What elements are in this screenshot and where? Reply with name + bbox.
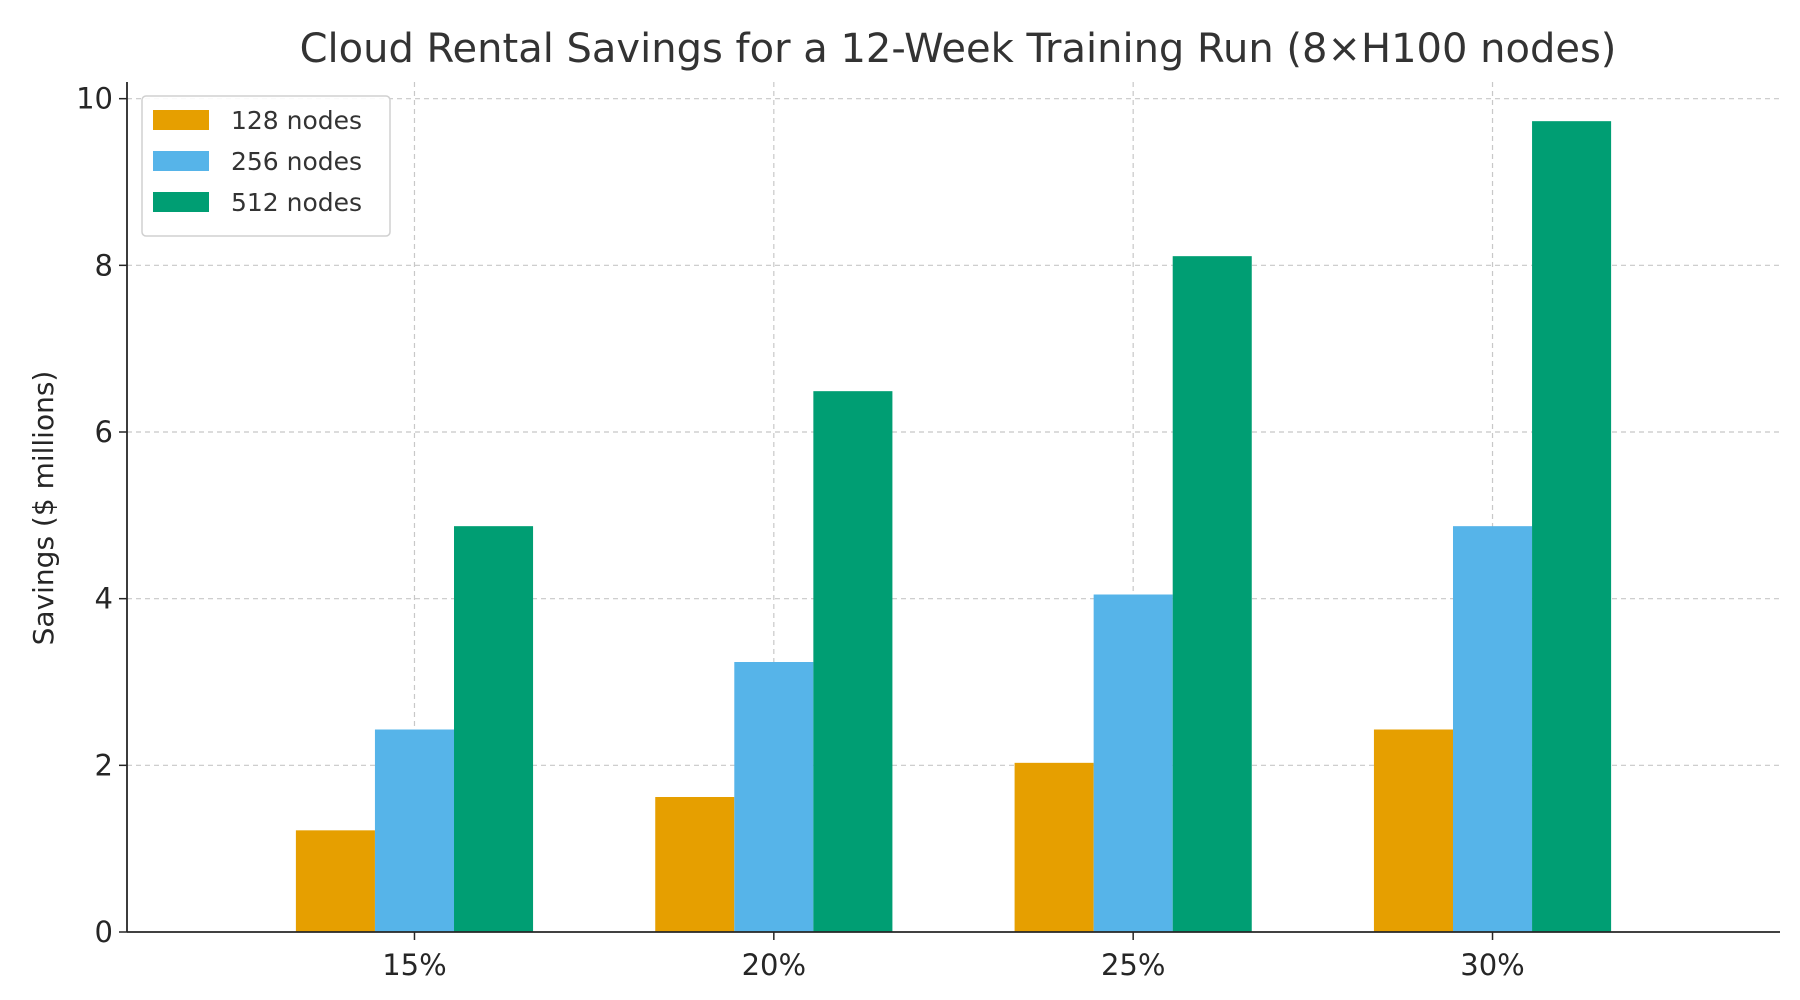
bars [295, 121, 1612, 933]
legend-swatch [153, 110, 209, 130]
legend-label: 512 nodes [231, 188, 362, 217]
legend-label: 128 nodes [231, 106, 362, 135]
y-tick-label: 4 [95, 582, 113, 616]
bar [734, 662, 814, 932]
bar [1452, 526, 1533, 932]
bar [1172, 256, 1252, 933]
bar [655, 797, 735, 932]
bar [1014, 762, 1094, 932]
x-tick-label: 30% [1460, 948, 1524, 982]
y-axis-label: Savings ($ millions) [27, 371, 60, 646]
y-tick-label: 10 [76, 82, 113, 116]
y-tick-label: 8 [95, 248, 113, 282]
x-tick-label: 20% [742, 948, 806, 982]
x-tick-label: 15% [382, 948, 446, 982]
legend-label: 256 nodes [231, 147, 362, 176]
legend: 128 nodes 256 nodes 512 nodes [141, 95, 391, 237]
y-tick-label: 2 [95, 748, 113, 782]
legend-swatch [153, 192, 209, 212]
tick-labels: 0 2 4 6 8 10 15% 20% 25% 30% [76, 82, 1525, 982]
y-tick-label: 0 [95, 915, 113, 949]
bar [1093, 594, 1173, 932]
bar [1373, 729, 1453, 932]
chart-title: Cloud Rental Savings for a 12-Week Train… [300, 26, 1617, 72]
bar [813, 391, 893, 933]
bar [295, 830, 375, 932]
bar [1532, 121, 1612, 932]
x-tick-label: 25% [1101, 948, 1165, 982]
y-tick-label: 6 [95, 415, 113, 449]
axes [119, 82, 1780, 940]
legend-swatch [153, 151, 209, 171]
bar [374, 729, 455, 932]
bar [454, 526, 534, 932]
